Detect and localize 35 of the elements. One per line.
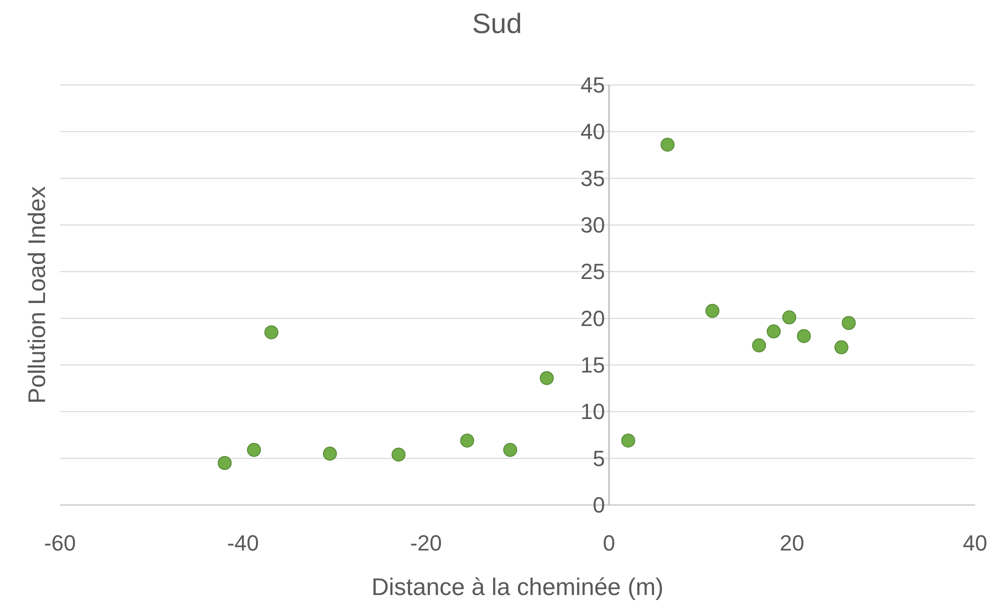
y-tick-label: 20 <box>580 306 605 331</box>
y-tick-label: 30 <box>580 212 605 238</box>
x-tick-label: -60 <box>44 530 76 556</box>
x-tick-label: 40 <box>962 530 988 556</box>
y-tick-label: 25 <box>580 259 605 284</box>
point <box>218 456 232 470</box>
x-tick-label: 20 <box>780 530 804 556</box>
point <box>782 310 796 324</box>
x-tick-label: -20 <box>410 530 442 556</box>
y-tick-label: 15 <box>580 352 605 378</box>
y-axis-title: Pollution Load Index <box>23 185 52 406</box>
y-tick-label: 35 <box>580 166 605 191</box>
chart-title: Sud <box>471 8 523 40</box>
point <box>752 338 766 352</box>
point <box>660 138 675 152</box>
y-tick-label: 10 <box>580 399 605 424</box>
point <box>392 448 406 462</box>
point <box>246 442 261 457</box>
point <box>503 442 518 457</box>
point <box>460 434 474 448</box>
point <box>705 304 720 318</box>
y-tick-label: 5 <box>592 446 605 471</box>
point <box>540 371 554 386</box>
y-tick-label: 0 <box>592 492 605 518</box>
y-tick-label: 45 <box>580 72 605 98</box>
x-tick-label: -40 <box>227 530 259 556</box>
point <box>621 434 636 448</box>
x-axis-title: Distance à la cheminée (m) <box>370 574 665 602</box>
point <box>834 340 848 354</box>
point <box>796 329 811 344</box>
point <box>264 325 278 340</box>
y-tick-label: 40 <box>580 119 605 144</box>
point <box>842 316 856 330</box>
point <box>766 324 781 338</box>
point <box>322 446 337 461</box>
